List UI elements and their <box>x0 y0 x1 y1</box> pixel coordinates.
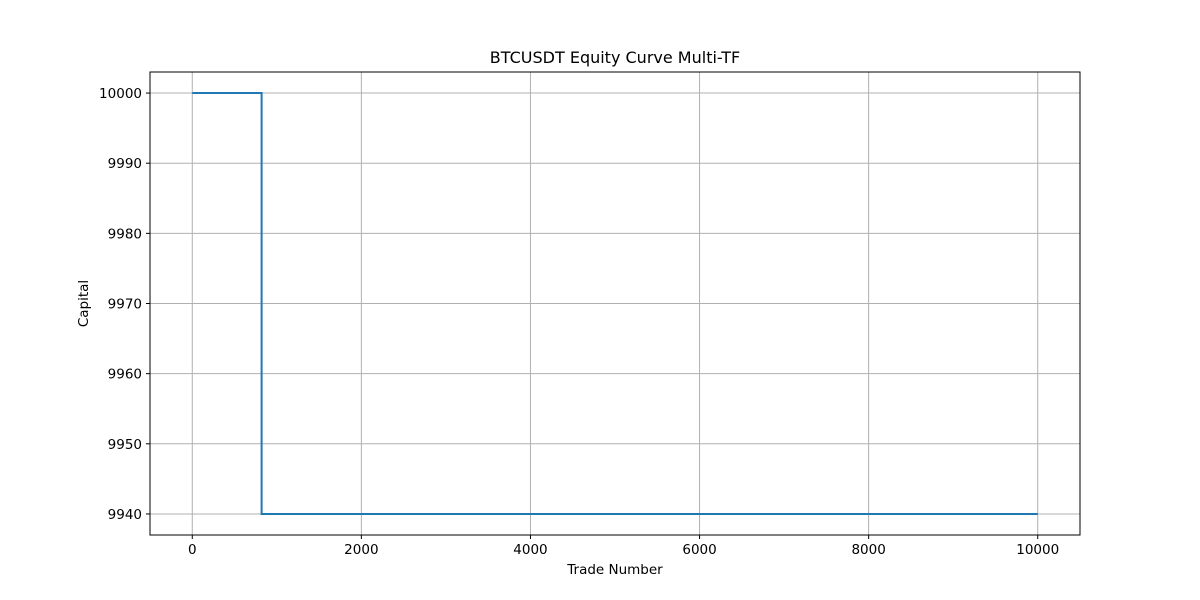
plot-frame <box>149 71 1081 536</box>
y-axis-label: Capital <box>76 280 92 327</box>
y-tick-label: 9940 <box>108 507 142 523</box>
equity-curve-line <box>192 92 1038 515</box>
x-axis-label: Trade Number <box>566 562 663 578</box>
x-tick-label: 2000 <box>344 542 378 558</box>
y-tick-label: 9960 <box>108 367 142 383</box>
tick-labels: 0 2000 4000 6000 8000 10000 9940 9950 9960 9970 99… <box>99 86 1059 558</box>
grid-lines <box>150 72 1080 535</box>
x-tick-label: 8000 <box>851 542 885 558</box>
chart-title: BTCUSDT Equity Curve Multi-TF <box>490 48 740 67</box>
tick-marks <box>146 92 1039 539</box>
x-tick-label: 4000 <box>513 542 547 558</box>
y-tick-label: 10000 <box>99 86 142 102</box>
y-tick-label: 9990 <box>108 156 142 172</box>
x-tick-label: 0 <box>188 542 197 558</box>
series-layer <box>192 92 1038 515</box>
x-tick-label: 10000 <box>1016 542 1059 558</box>
y-tick-label: 9970 <box>108 297 142 313</box>
y-tick-label: 9950 <box>108 437 142 453</box>
x-tick-label: 6000 <box>682 542 716 558</box>
y-tick-label: 9980 <box>108 226 142 242</box>
